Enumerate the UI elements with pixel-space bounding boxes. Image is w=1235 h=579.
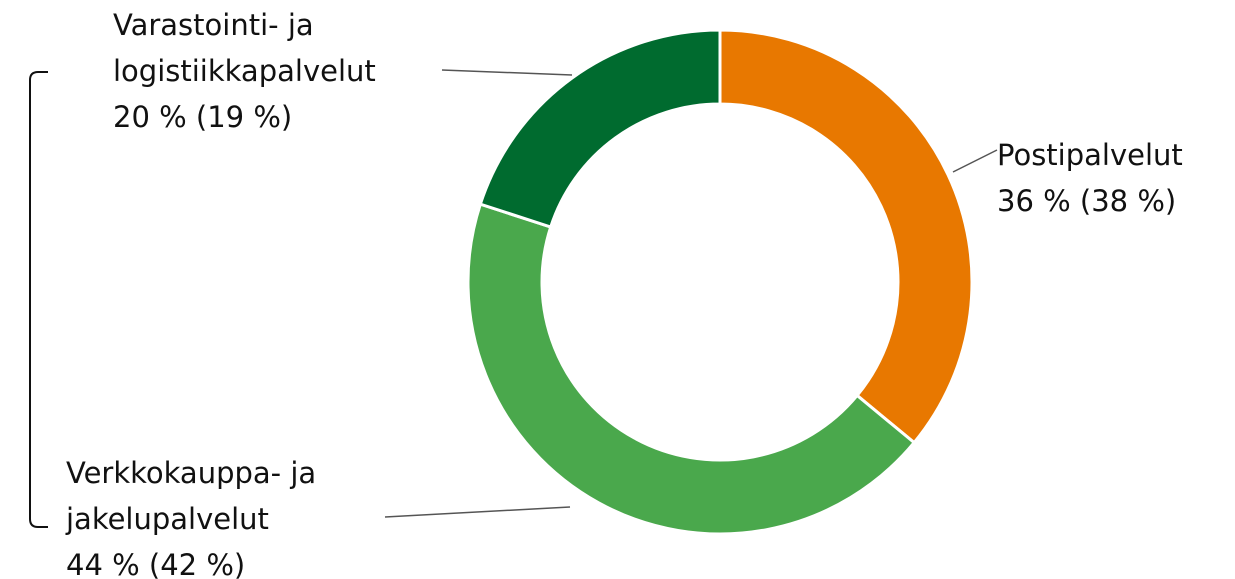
category-label: Verkkokauppa- ja jakelupalvelut bbox=[66, 456, 317, 536]
donut-segment bbox=[478, 28, 722, 229]
label-verkkokauppa: Verkkokauppa- ja jakelupalvelut 44 % (42… bbox=[66, 450, 396, 579]
leader-line bbox=[384, 506, 571, 518]
leader-line bbox=[952, 149, 998, 173]
value-label: 44 % (42 %) bbox=[66, 548, 246, 579]
label-postipalvelut: Postipalvelut 36 % (38 %) bbox=[997, 132, 1232, 224]
donut-segment bbox=[718, 28, 974, 445]
category-label: Varastointi- ja logistiikkapalvelut bbox=[113, 8, 376, 88]
donut-segment bbox=[466, 202, 917, 536]
leader-line bbox=[441, 69, 573, 76]
label-varastointi: Varastointi- ja logistiikkapalvelut 20 %… bbox=[113, 2, 448, 140]
value-label: 20 % (19 %) bbox=[113, 100, 293, 134]
donut bbox=[466, 28, 974, 536]
category-label: Postipalvelut bbox=[997, 138, 1183, 172]
bracket bbox=[29, 71, 48, 528]
value-label: 36 % (38 %) bbox=[997, 184, 1177, 218]
